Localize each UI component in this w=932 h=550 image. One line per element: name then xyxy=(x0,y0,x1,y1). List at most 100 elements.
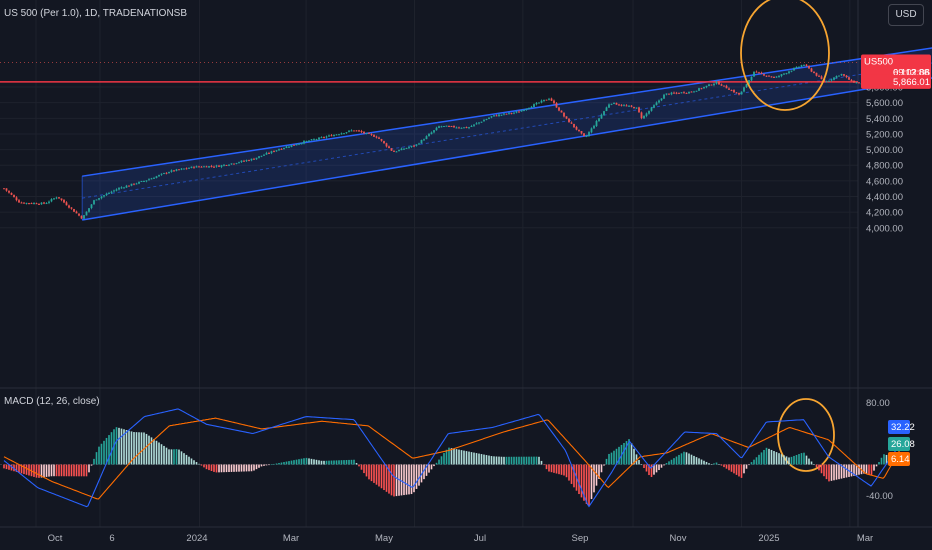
candle-body xyxy=(565,116,568,119)
histogram-bar xyxy=(290,460,293,465)
histogram-bar xyxy=(508,456,510,465)
histogram-bar xyxy=(530,456,533,465)
candle-body xyxy=(540,100,543,103)
candle-body xyxy=(393,150,395,152)
histogram-bar xyxy=(580,464,583,498)
candle-body xyxy=(423,139,425,141)
histogram-bar xyxy=(330,460,333,465)
histogram-bar xyxy=(713,463,715,465)
candle-body xyxy=(183,168,185,170)
histogram-bar xyxy=(728,464,730,471)
time-tick-label: Mar xyxy=(857,533,873,544)
histogram-bar xyxy=(230,464,233,472)
candle-body xyxy=(785,73,788,75)
candle-body xyxy=(613,102,615,104)
candle-body xyxy=(240,160,243,163)
histogram-bar xyxy=(518,456,520,465)
candle-body xyxy=(448,126,450,128)
histogram-bar xyxy=(410,464,413,495)
histogram-bar xyxy=(678,454,680,465)
candle-body xyxy=(170,170,173,172)
histogram-bar xyxy=(360,464,363,470)
histogram-bar xyxy=(658,464,660,471)
candle-body xyxy=(50,199,53,202)
histogram-bar xyxy=(103,440,105,465)
currency-button[interactable]: USD xyxy=(888,4,924,26)
candle-body xyxy=(528,107,530,109)
candle-body xyxy=(313,139,315,141)
candle-body xyxy=(483,120,485,122)
candle-body xyxy=(55,197,58,199)
histogram-bar xyxy=(178,449,180,465)
candle-body xyxy=(210,166,213,168)
channel-lower-line xyxy=(82,77,932,221)
histogram-bar xyxy=(855,464,858,476)
histogram-bar xyxy=(273,463,275,465)
candle-body xyxy=(635,107,638,109)
histogram-bar xyxy=(183,453,185,465)
candle-body xyxy=(325,136,328,138)
candle-body xyxy=(745,84,748,88)
candle-body xyxy=(213,166,215,168)
time-tick-label: Nov xyxy=(670,533,687,544)
histogram-bar xyxy=(488,455,490,465)
candle-body xyxy=(163,172,165,174)
channel-upper-line xyxy=(82,47,932,177)
histogram-bar xyxy=(685,452,688,465)
candle-body xyxy=(145,180,148,182)
histogram-bar xyxy=(765,447,768,465)
candle-body xyxy=(830,79,833,81)
last-price-tag-bg xyxy=(861,54,931,80)
time-tick-label: 2024 xyxy=(186,533,207,544)
histogram-bar xyxy=(540,460,543,465)
histogram-bar xyxy=(235,464,238,472)
histogram-bar xyxy=(418,464,420,486)
candle-body xyxy=(628,105,630,107)
candle-body xyxy=(135,183,138,185)
candle-body xyxy=(505,113,508,115)
candle-body xyxy=(710,84,713,86)
candle-body xyxy=(283,147,285,149)
histogram-bar xyxy=(813,464,815,466)
candle-body xyxy=(458,127,460,129)
candle-body xyxy=(533,104,535,108)
candle-body xyxy=(28,202,30,204)
candle-body xyxy=(298,143,300,145)
histogram-bar xyxy=(445,449,448,465)
candle-body xyxy=(765,75,768,77)
candle-body xyxy=(693,91,695,93)
histogram-bar xyxy=(228,464,230,473)
histogram-bar xyxy=(790,456,793,465)
candle-body xyxy=(315,139,318,141)
histogram-bar xyxy=(763,449,765,465)
histogram-bar xyxy=(438,459,440,465)
histogram-bar xyxy=(563,464,565,476)
histogram-bar xyxy=(393,464,395,497)
histogram-bar xyxy=(198,463,200,465)
candle-body xyxy=(178,169,180,171)
histogram-bar xyxy=(165,447,168,465)
candle-body xyxy=(405,148,408,150)
histogram-bar xyxy=(275,463,278,465)
candle-body xyxy=(795,66,798,69)
candle-body xyxy=(218,165,220,167)
histogram-bar xyxy=(55,464,58,477)
candle-body xyxy=(20,202,23,204)
histogram-bar xyxy=(775,452,778,465)
histogram-bar xyxy=(523,456,525,465)
candle-body xyxy=(340,133,343,135)
candle-body xyxy=(803,64,805,66)
histogram-bar xyxy=(130,431,133,465)
histogram-bar xyxy=(573,464,575,488)
histogram-bar xyxy=(840,464,843,479)
histogram-bar xyxy=(223,464,225,473)
histogram-bar xyxy=(795,454,798,465)
histogram-bar xyxy=(310,458,313,465)
candle-body xyxy=(560,110,563,113)
candle-body xyxy=(273,151,275,153)
candle-body xyxy=(783,73,785,75)
histogram-bar xyxy=(673,458,675,465)
candle-body xyxy=(603,111,605,115)
